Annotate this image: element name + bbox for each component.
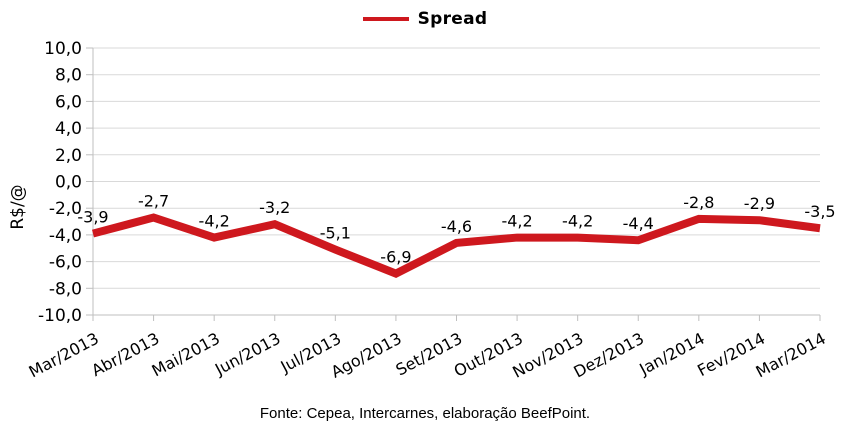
y-tick-label: -6,0 [49,253,82,273]
x-axis-label: Abr/2013 [88,329,162,380]
data-label: -2,9 [744,194,775,213]
legend-line-swatch [362,17,409,21]
legend: Spread [0,9,850,29]
y-tick-label: 2,0 [55,146,82,166]
legend-label: Spread [417,9,488,29]
data-label: -4,4 [623,214,654,233]
y-tick-label: -10,0 [38,306,82,326]
data-label: -2,7 [138,192,169,211]
source-note: Fonte: Cepea, Intercarnes, elaboração Be… [259,405,591,422]
x-axis-label: Dez/2013 [571,329,648,382]
spread-line-series [91,213,821,278]
y-tick-label: -4,0 [49,226,82,246]
y-axis-title: R$/@ [8,184,28,229]
data-label: -4,2 [199,212,230,231]
data-label: -3,5 [804,202,835,221]
data-label: -4,2 [562,212,593,231]
x-axis-label: Jun/2013 [211,329,284,380]
y-tick-label: 4,0 [55,119,82,139]
data-label: -3,2 [259,198,290,217]
x-axis-label: Mai/2013 [149,329,223,381]
x-axis-label: Mar/2013 [26,329,102,382]
data-label: -5,1 [320,224,351,243]
x-axis-label: Mar/2014 [753,329,829,382]
y-tick-label: -8,0 [49,279,82,299]
y-tick-label: 10,0 [44,39,82,59]
data-label: -6,9 [380,248,411,267]
y-tick-label: -2,0 [49,199,82,219]
data-label: -2,8 [683,193,714,212]
y-tick-label: 0,0 [55,173,82,193]
y-tick-label: 8,0 [55,66,82,86]
x-axis-label: Jan/2014 [635,329,707,379]
data-label: -4,2 [501,212,532,231]
data-label: -3,9 [77,208,108,227]
data-label: -4,6 [441,217,472,236]
y-tick-label: 6,0 [55,92,82,112]
